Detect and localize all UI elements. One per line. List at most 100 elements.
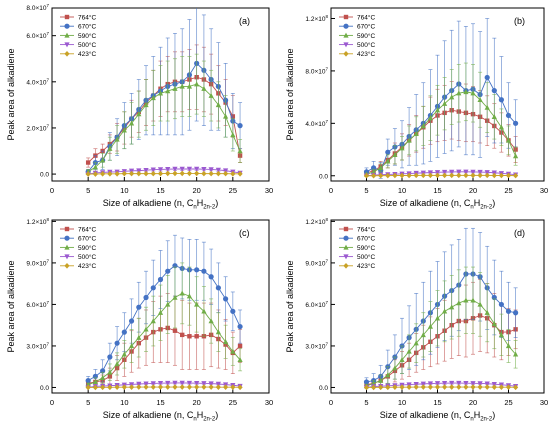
- y-tick-mantissa: 3.0×10: [305, 343, 325, 350]
- data-point: [506, 309, 511, 314]
- x-axis-label-part: Size of alkadiene (n, C: [103, 410, 194, 420]
- y-tick-mantissa: 2.0×10: [26, 125, 46, 132]
- data-point: [107, 354, 112, 359]
- data-point: [492, 88, 497, 93]
- x-axis-label-part: 2n-2: [480, 205, 493, 211]
- data-point: [143, 295, 148, 300]
- y-tick-mantissa: 1.2×10: [305, 219, 325, 226]
- legend-marker: [344, 227, 348, 231]
- x-tick-label: 25: [229, 398, 237, 407]
- legend-label: 500°C: [78, 253, 96, 261]
- legend-label: 670°C: [357, 235, 375, 243]
- y-axis-label: Peak area of alkadiene: [285, 260, 295, 352]
- legend-label: 670°C: [357, 23, 375, 31]
- x-tick-label: 30: [540, 186, 548, 195]
- x-axis-label-part: Size of alkadiene (n, C: [380, 198, 471, 208]
- data-point: [485, 75, 490, 80]
- y-tick-mantissa: 4.0×10: [305, 121, 325, 128]
- y-tick-mantissa: 1.2×10: [305, 16, 325, 23]
- y-tick-mantissa: 6.0×10: [26, 302, 46, 309]
- data-point: [173, 329, 177, 333]
- x-tick-label: 15: [156, 398, 164, 407]
- y-tick-label: 0.0: [319, 173, 328, 180]
- data-point: [216, 285, 221, 290]
- y-tick-label: 4.0×107: [26, 77, 49, 86]
- y-tick-mantissa: 1.2×10: [26, 219, 46, 226]
- x-tick-label: 30: [265, 398, 273, 407]
- y-tick-label: 6.0×107: [26, 31, 49, 40]
- y-tick-label: 8.0×107: [305, 66, 328, 75]
- y-tick-label: 3.0×107: [305, 341, 328, 350]
- y-tick-label: 1.2×108: [305, 14, 328, 23]
- y-tick-label: 2.0×107: [26, 123, 49, 132]
- y-tick-label: 0.0: [40, 172, 49, 179]
- data-point: [86, 160, 90, 164]
- y-tick-mantissa: 0.0: [319, 173, 328, 180]
- y-tick-label: 1.2×108: [26, 217, 49, 226]
- x-tick-label: 0: [50, 186, 54, 195]
- x-tick-label: 5: [364, 186, 368, 195]
- x-tick-label: 10: [120, 398, 128, 407]
- data-point: [115, 341, 120, 346]
- x-axis-label-part: 2n-2: [203, 417, 216, 423]
- x-tick-label: 5: [86, 398, 90, 407]
- legend-label: 670°C: [78, 235, 96, 243]
- x-tick-label: 20: [192, 398, 200, 407]
- y-tick-label: 1.2×108: [305, 217, 328, 226]
- legend-label: 590°C: [357, 32, 375, 40]
- x-tick-label: 25: [229, 186, 237, 195]
- y-tick-label-top: 8.0×107: [26, 3, 49, 12]
- y-tick-mantissa: 0.0: [319, 385, 328, 392]
- data-point: [136, 305, 141, 310]
- data-point: [187, 334, 191, 338]
- y-axis-label: Peak area of alkadiene: [6, 260, 16, 352]
- y-axis-label: Peak area of alkadiene: [6, 48, 16, 140]
- data-point: [180, 333, 184, 337]
- legend-marker: [343, 24, 348, 29]
- x-tick-label: 0: [50, 398, 54, 407]
- y-tick-mantissa: 8.0×10: [26, 5, 46, 12]
- data-point: [513, 121, 518, 126]
- x-axis-label-part: 2n-2: [203, 205, 216, 211]
- legend-label: 590°C: [78, 32, 96, 40]
- y-tick-mantissa: 3.0×10: [26, 343, 46, 350]
- data-point: [506, 113, 511, 118]
- panel-label: (d): [514, 228, 525, 238]
- data-point: [122, 330, 127, 335]
- x-tick-label: 20: [469, 186, 477, 195]
- x-tick-label: 0: [329, 186, 333, 195]
- legend-label: 500°C: [78, 41, 96, 49]
- y-tick-mantissa: 9.0×10: [305, 260, 325, 267]
- legend-label: 500°C: [357, 41, 375, 49]
- x-axis-label-part: Size of alkadiene (n, C: [380, 410, 471, 420]
- data-point: [158, 277, 163, 282]
- panel-label: (b): [514, 16, 525, 26]
- legend-label: 764°C: [78, 13, 96, 21]
- y-tick-label: 9.0×107: [26, 258, 49, 267]
- data-point: [151, 285, 156, 290]
- x-tick-label: 5: [86, 186, 90, 195]
- x-tick-label: 15: [156, 186, 164, 195]
- data-point: [201, 269, 206, 274]
- panel-label: (a): [239, 16, 250, 26]
- y-tick-mantissa: 4.0×10: [26, 79, 46, 86]
- legend-label: 764°C: [78, 225, 96, 233]
- legend-marker: [65, 227, 69, 231]
- x-tick-label: 15: [433, 186, 441, 195]
- x-tick-label: 5: [364, 398, 368, 407]
- y-axis-label: Peak area of alkadiene: [285, 48, 295, 140]
- y-tick-mantissa: 6.0×10: [305, 302, 325, 309]
- data-point: [237, 123, 242, 128]
- x-axis-label-part: 2n-2: [480, 417, 493, 423]
- y-tick-label: 3.0×107: [26, 341, 49, 350]
- y-tick-mantissa: 9.0×10: [26, 260, 46, 267]
- legend-marker: [64, 236, 69, 241]
- x-axis-label-part: ): [215, 198, 218, 208]
- data-point: [230, 309, 235, 314]
- data-point: [129, 318, 134, 323]
- legend-label: 500°C: [357, 253, 375, 261]
- data-point: [194, 267, 199, 272]
- y-tick-label: 4.0×107: [305, 119, 328, 128]
- y-tick-label: 0.0: [40, 385, 49, 392]
